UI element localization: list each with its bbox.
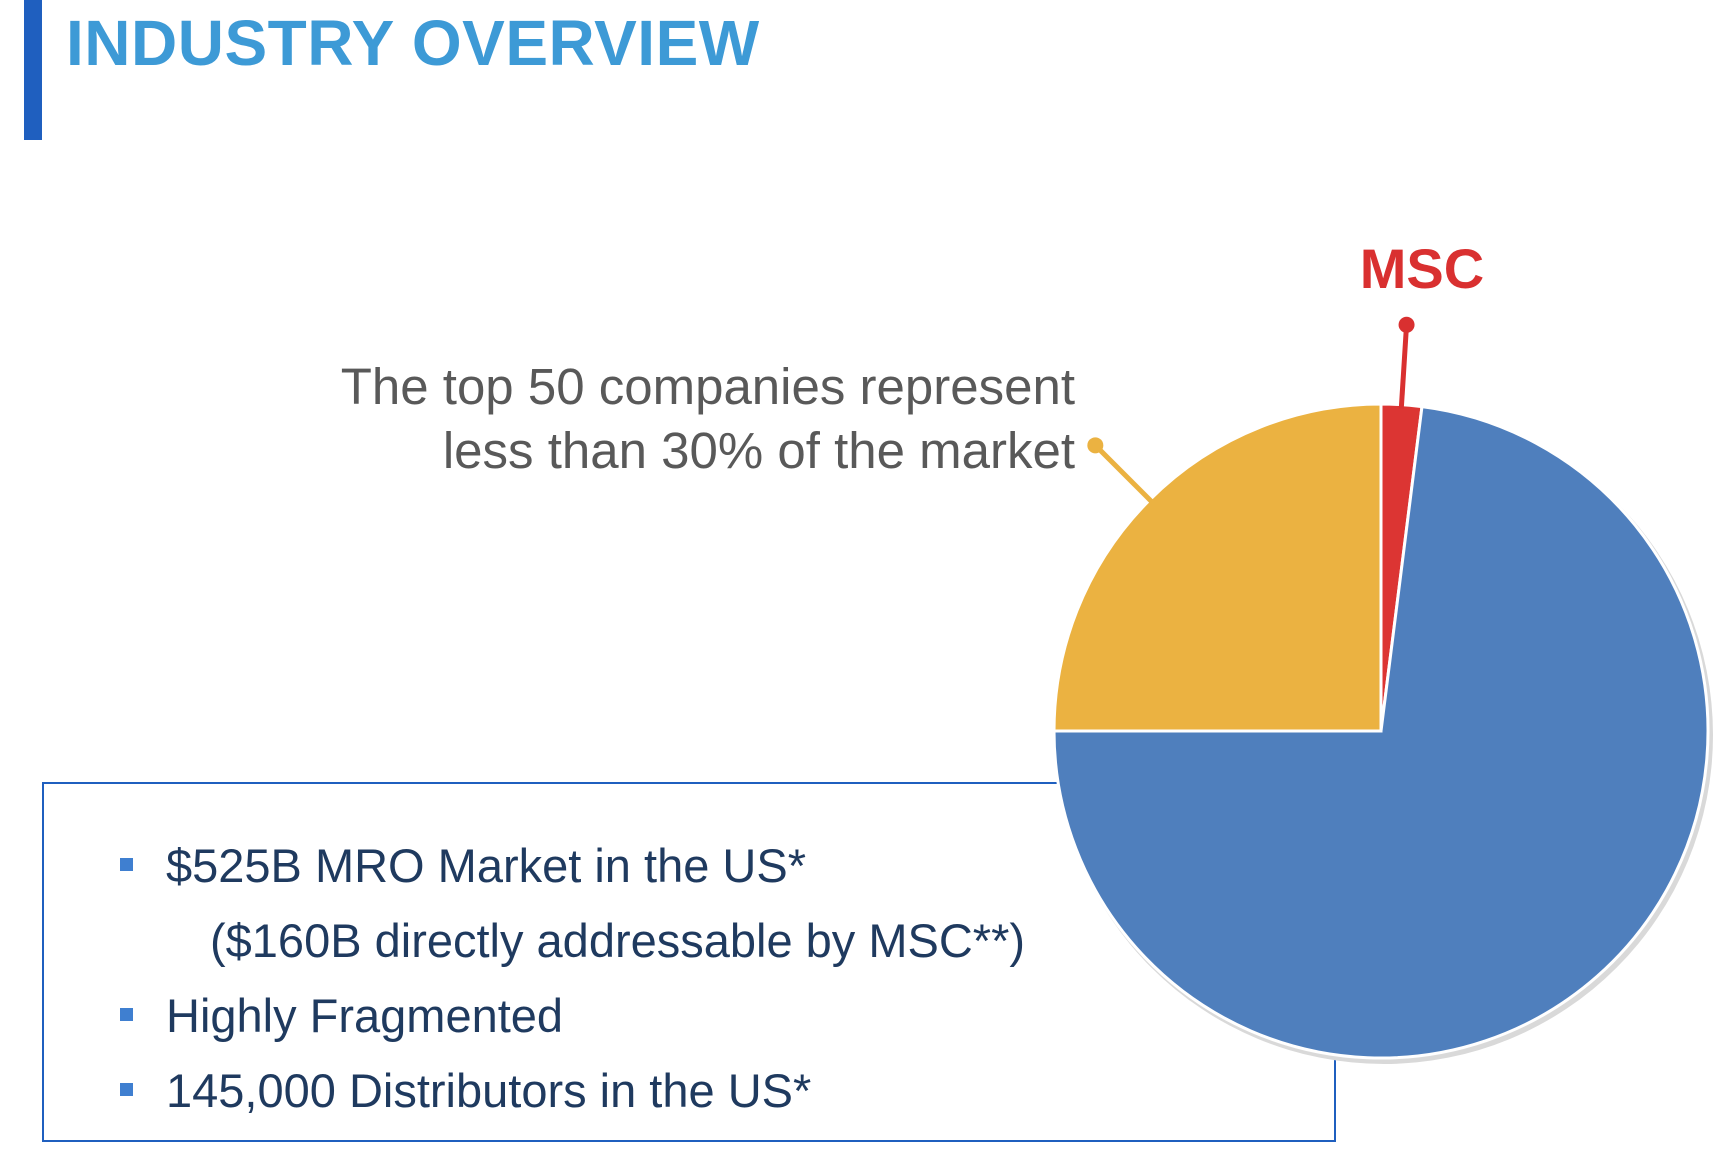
title-accent-bar	[24, 0, 42, 140]
msc-leader-line	[1398, 324, 1410, 409]
top50-leader-line	[1093, 443, 1155, 505]
bullet-marker-icon	[120, 1083, 133, 1096]
bullet-text: Highly Fragmented	[166, 989, 564, 1042]
bullet-subitem: ($160B directly addressable by MSC**)	[118, 903, 1025, 978]
bullet-text: ($160B directly addressable by MSC**)	[210, 914, 1026, 967]
top50-callout-line-1: The top 50 companies represent	[341, 358, 1075, 415]
market-facts-list: $525B MRO Market in the US* ($160B direct…	[118, 828, 1025, 1128]
bullet-item: $525B MRO Market in the US*	[118, 828, 1025, 903]
bullet-marker-icon	[120, 858, 133, 871]
bullet-text: $525B MRO Market in the US*	[166, 839, 806, 892]
bullet-item: 145,000 Distributors in the US*	[118, 1053, 1025, 1128]
top50-leader-dot	[1087, 437, 1104, 454]
bullet-text: 145,000 Distributors in the US*	[166, 1064, 812, 1117]
msc-leader-dot	[1398, 316, 1415, 333]
msc-label: MSC	[1360, 237, 1484, 300]
bullet-item: Highly Fragmented	[118, 978, 1025, 1053]
page-title: INDUSTRY OVERVIEW	[66, 7, 760, 79]
top50-callout-line-2: less than 30% of the market	[443, 422, 1075, 479]
bullet-marker-icon	[120, 1008, 133, 1021]
